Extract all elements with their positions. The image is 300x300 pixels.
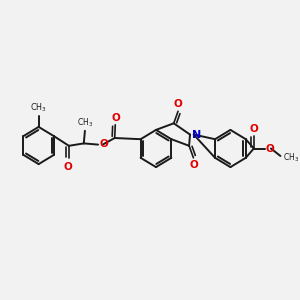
Text: CH$_3$: CH$_3$ [283,151,299,164]
Text: O: O [64,162,72,172]
Text: O: O [99,139,108,149]
Text: O: O [189,160,198,170]
Text: O: O [111,113,120,123]
Text: O: O [249,124,258,134]
Text: O: O [266,143,274,154]
Text: CH$_3$: CH$_3$ [30,101,47,114]
Text: O: O [174,99,183,109]
Text: N: N [192,130,202,140]
Text: CH$_3$: CH$_3$ [77,116,93,129]
